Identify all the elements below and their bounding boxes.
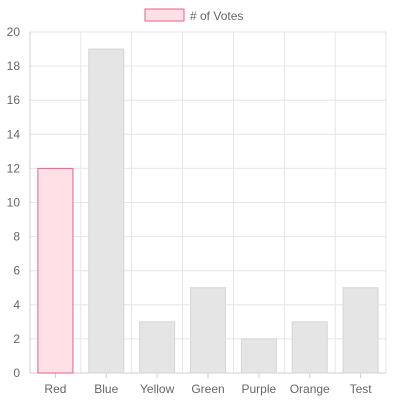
labels-layer: 0 2 4 6 8 10 12 14 16 18 20 Red Blue Yellow Green Purpl… xyxy=(7,25,373,396)
x-tick-label-purple: Purple xyxy=(242,382,277,396)
bar-yellow xyxy=(139,321,176,374)
y-tick-label: 16 xyxy=(7,93,21,107)
x-tick-label-test: Test xyxy=(350,382,373,396)
y-tick-label: 14 xyxy=(7,127,21,141)
x-tick-label-yellow: Yellow xyxy=(140,382,175,396)
x-tick-label-red: Red xyxy=(44,382,66,396)
y-tick-label: 0 xyxy=(13,366,20,380)
legend-swatch xyxy=(144,8,185,22)
bar-red xyxy=(37,167,74,374)
bar-purple xyxy=(240,338,277,374)
bar-test xyxy=(342,287,379,374)
y-tick-label: 6 xyxy=(13,264,20,278)
bar-blue xyxy=(88,48,125,374)
y-tick-label: 4 xyxy=(13,298,20,312)
bars-layer xyxy=(37,48,379,374)
x-tick-label-orange: Orange xyxy=(290,382,330,396)
y-tick-label: 10 xyxy=(7,196,21,210)
x-tick-label-blue: Blue xyxy=(94,382,118,396)
y-tick-label: 8 xyxy=(13,230,20,244)
y-tick-label: 12 xyxy=(7,161,21,175)
y-tick-label: 2 xyxy=(13,332,20,346)
bar-orange xyxy=(291,321,328,374)
x-tick-label-green: Green xyxy=(191,382,224,396)
legend-label: # of Votes xyxy=(190,9,243,23)
y-tick-label: 20 xyxy=(7,25,21,39)
legend: # of Votes xyxy=(144,8,243,23)
y-tick-label: 18 xyxy=(7,59,21,73)
bar-green xyxy=(190,287,226,374)
